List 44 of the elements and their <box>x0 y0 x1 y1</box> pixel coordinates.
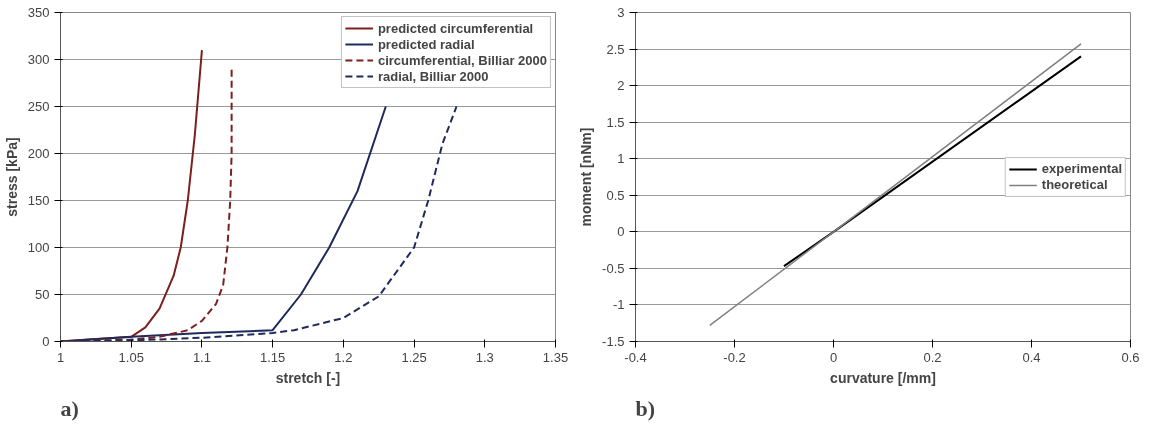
x-tick-label: -0.2 <box>723 349 746 365</box>
y-tick-label: 0 <box>617 224 625 240</box>
y-tick-label: 2.5 <box>606 41 625 57</box>
y-tick-label: 350 <box>27 5 50 20</box>
y-tick-label: 0.5 <box>606 187 625 203</box>
x-tick-label: 0.2 <box>923 349 942 365</box>
text: b) <box>635 395 656 421</box>
y-tick-label: 200 <box>27 146 50 161</box>
x-tick-label: -0.4 <box>624 349 647 365</box>
legend-label: theoretical <box>1041 176 1108 193</box>
x-tick-label: 0.4 <box>1022 349 1041 365</box>
y-tick-label: 3 <box>617 5 625 20</box>
x-tick-label: 1.15 <box>259 349 286 365</box>
x-axis-title: curvature [/mm] <box>830 369 936 386</box>
legend-label: radial, Billiar 2000 <box>377 68 489 84</box>
y-tick-label: 50 <box>35 287 50 302</box>
y-axis-title: stress [kPa] <box>3 137 20 217</box>
y-tick-label: -1.5 <box>602 334 625 349</box>
y-tick-label: 250 <box>27 99 50 114</box>
legend-label: circumferential, Billiar 2000 <box>377 52 547 68</box>
x-axis-title: stretch [-] <box>275 369 341 386</box>
y-tick-label: 150 <box>27 193 50 208</box>
x-tick-label: 1.3 <box>475 349 494 365</box>
y-tick-label: 1.5 <box>606 114 625 130</box>
x-tick-label: 1 <box>56 349 65 365</box>
x-tick-label: 1.35 <box>542 349 569 365</box>
y-axis-title: moment [nNm] <box>578 127 595 227</box>
x-tick-label: 1.1 <box>192 349 211 365</box>
x-tick-label: 0 <box>829 349 838 365</box>
y-tick-label: 1 <box>617 151 625 167</box>
y-tick-label: 100 <box>27 240 50 255</box>
y-tick-label: -0.5 <box>602 260 625 276</box>
y-tick-label: 2 <box>617 78 625 94</box>
x-tick-label: 0.6 <box>1121 349 1140 365</box>
legend-label: experimental <box>1041 160 1122 177</box>
x-tick-label: 1.2 <box>334 349 353 365</box>
text: a) <box>60 395 79 421</box>
y-tick-label: -1 <box>612 297 625 313</box>
y-tick-label: 0 <box>42 334 50 349</box>
y-tick-label: 300 <box>27 52 50 67</box>
legend-label: predicted circumferential <box>377 20 534 36</box>
x-tick-label: 1.05 <box>118 349 144 365</box>
legend-label: predicted radial <box>377 36 475 52</box>
x-tick-label: 1.25 <box>401 349 427 365</box>
